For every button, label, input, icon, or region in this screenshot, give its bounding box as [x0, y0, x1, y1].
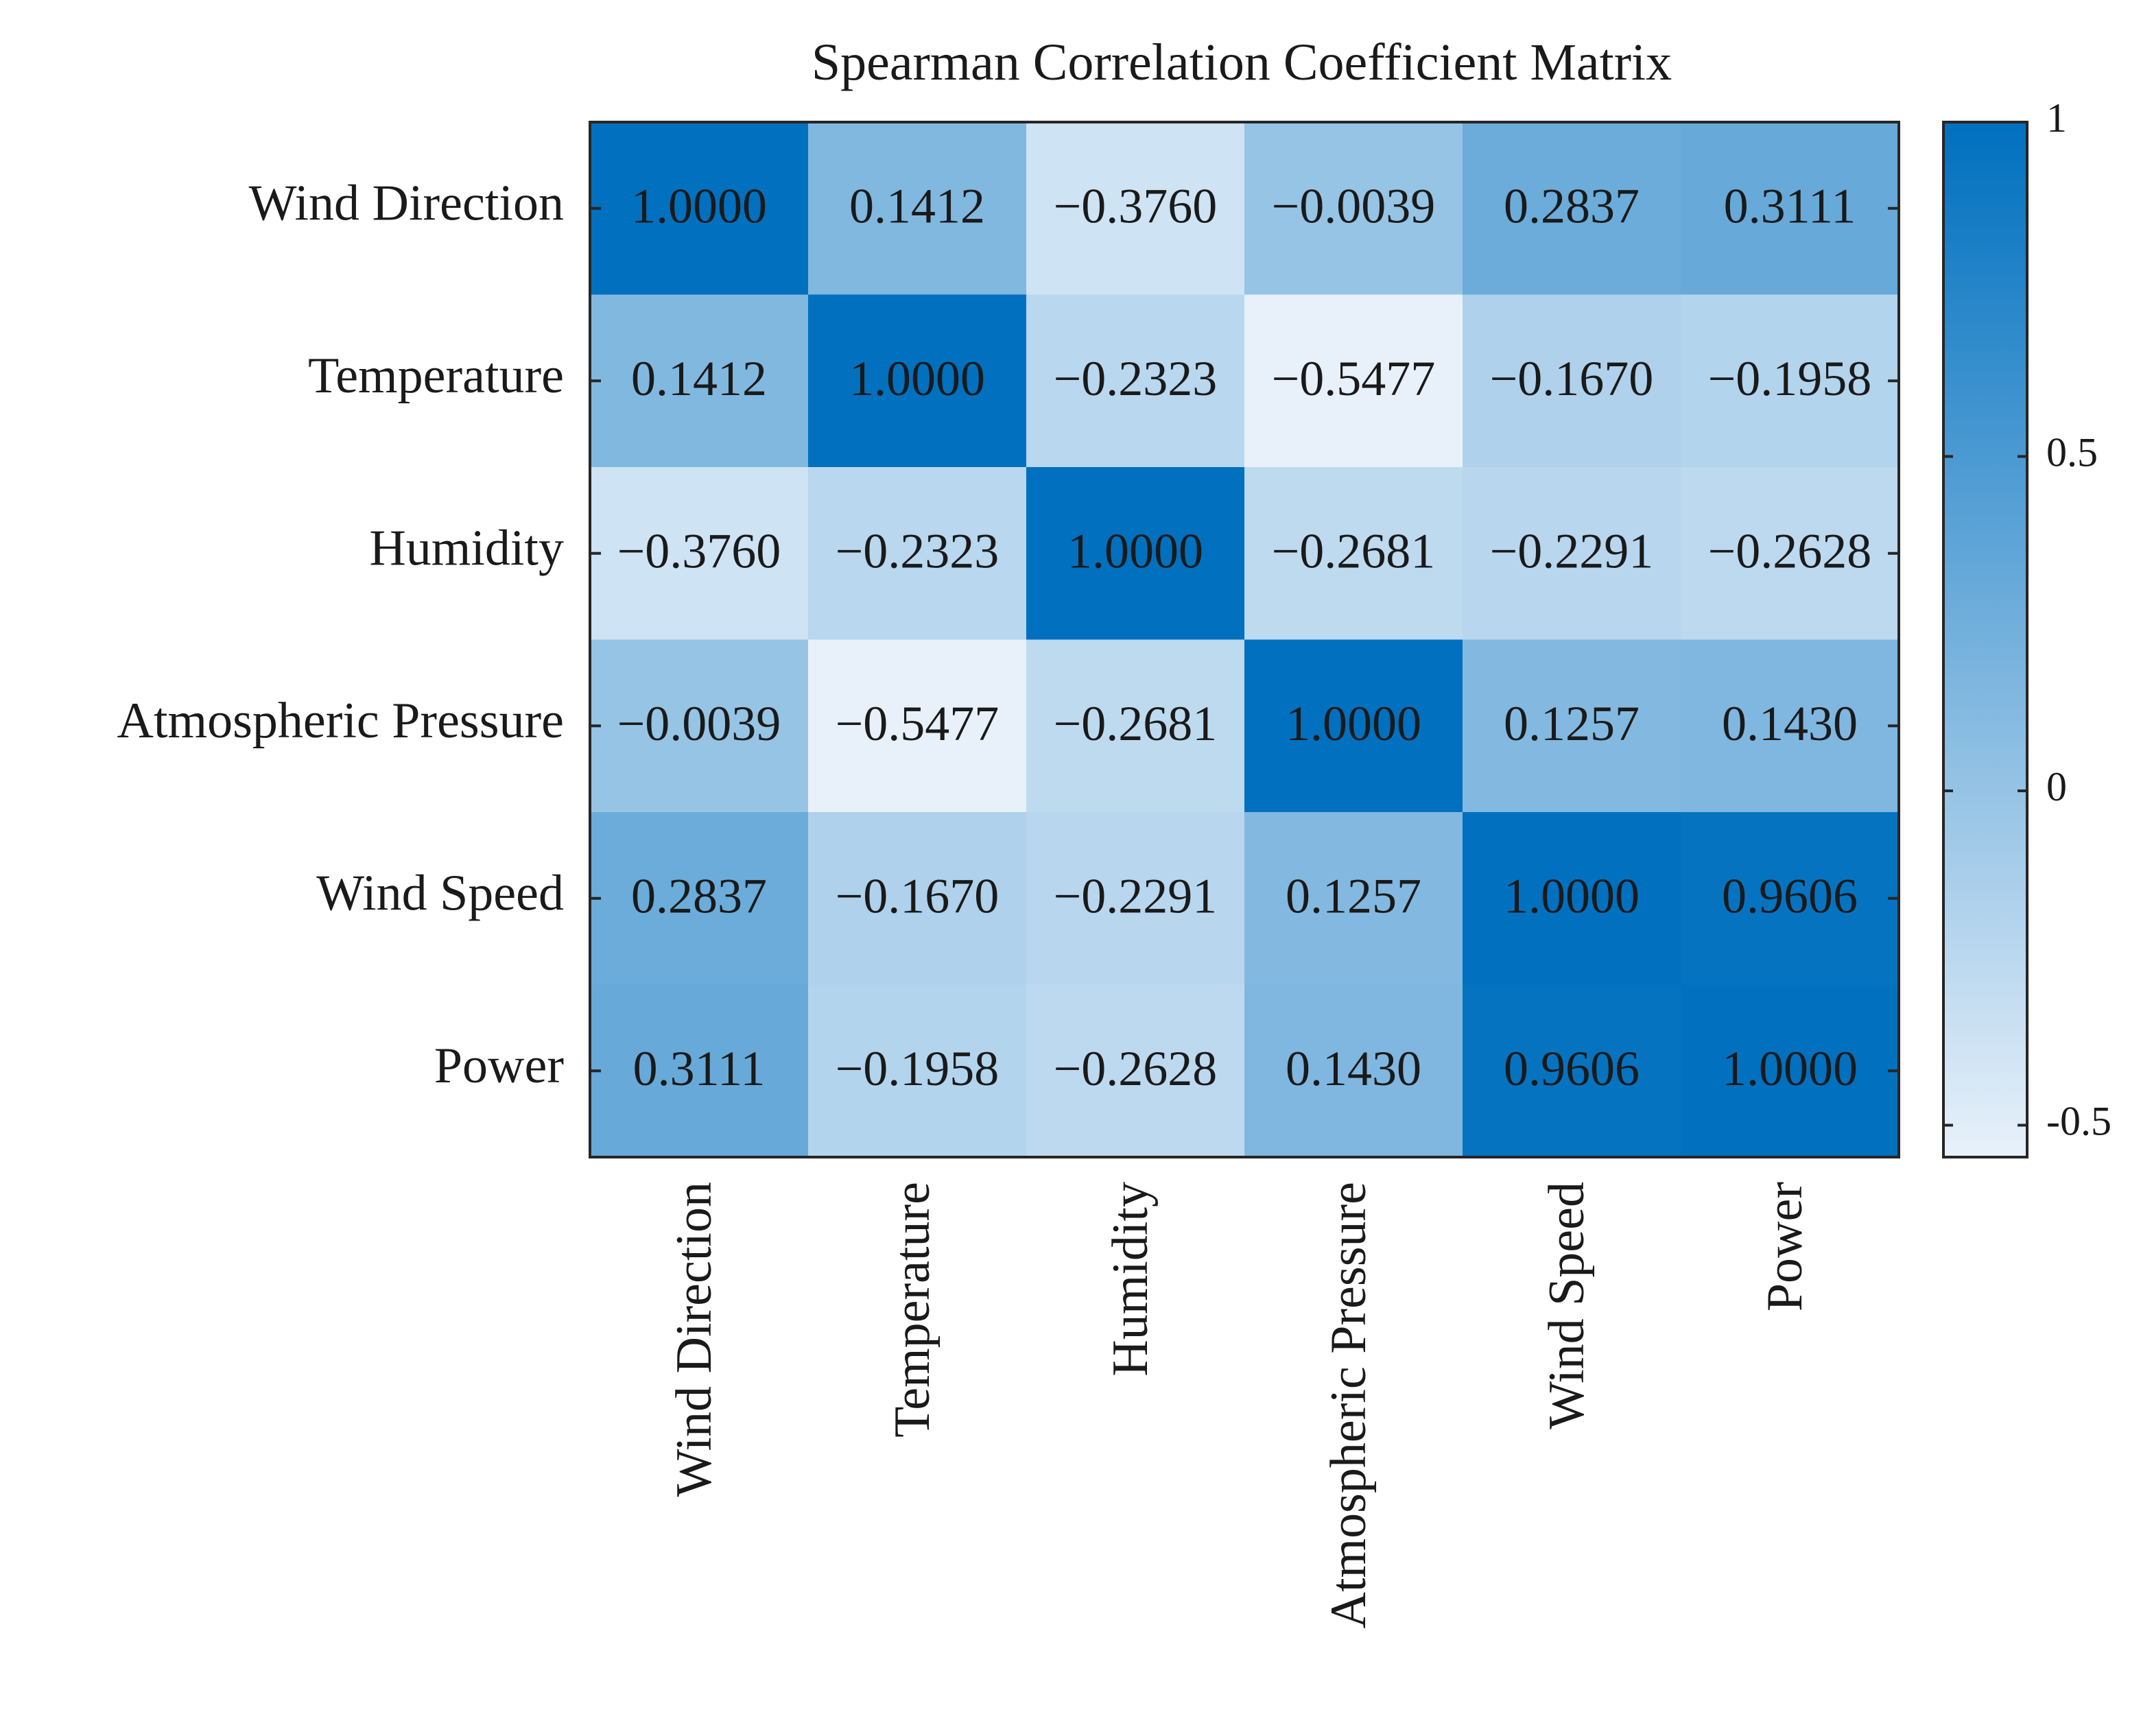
heatmap-cell	[1681, 122, 1900, 296]
heatmap-cell	[1681, 812, 1900, 986]
heatmap-cell	[1244, 812, 1463, 986]
row-tick-labels: Wind Direction Temperature Humidity Atmosph…	[117, 176, 1899, 1094]
cell-value-label: 0.1412	[849, 178, 985, 233]
cell-value-label: 1.0000	[1722, 1041, 1858, 1096]
colorbar-tick-label: 0	[2046, 764, 2067, 809]
heatmap-cell	[590, 984, 809, 1158]
heatmap-cell	[1244, 122, 1463, 296]
heatmap-cell	[808, 122, 1027, 296]
row-label: Power	[434, 1038, 564, 1094]
heatmap-value-labels: 1.0000 0.1412 −0.3760 −0.0039 0.2837 0.3111 0.…	[617, 178, 1872, 1096]
cell-value-label: −0.1958	[1708, 351, 1872, 406]
plot-frame	[589, 121, 1900, 1158]
heatmap-cell	[808, 812, 1027, 986]
cell-value-label: −0.1958	[836, 1041, 999, 1096]
cell-value-label: 0.2837	[1504, 178, 1640, 233]
cell-value-label: −0.2628	[1708, 523, 1872, 578]
cell-value-label: 0.2837	[631, 868, 767, 923]
cell-value-label: −0.0039	[1272, 178, 1436, 233]
cell-value-label: 0.1412	[631, 351, 767, 406]
row-label: Atmospheric Pressure	[117, 693, 564, 749]
cell-value-label: −0.3760	[1054, 178, 1218, 233]
heatmap-cell	[590, 639, 809, 813]
cell-value-label: −0.2323	[1054, 351, 1218, 406]
heatmap-cell	[590, 812, 809, 986]
column-label: Temperature	[884, 1182, 941, 1438]
heatmap-cells	[590, 122, 1900, 1158]
heatmap-cell	[1026, 639, 1245, 813]
row-label: Temperature	[308, 348, 564, 404]
heatmap-cell	[1244, 294, 1463, 468]
heatmap-cell	[1026, 467, 1245, 641]
cell-value-label: −0.2681	[1272, 523, 1436, 578]
colorbar	[1942, 121, 2028, 1158]
column-label: Power	[1757, 1182, 1813, 1311]
cell-value-label: 1.0000	[1504, 868, 1640, 923]
column-tick-labels: Wind Direction Temperature Humidity Atmosph…	[666, 1182, 1813, 1628]
heatmap-cell	[1244, 639, 1463, 813]
cell-value-label: 0.1430	[1722, 696, 1858, 751]
row-label: Wind Speed	[316, 866, 564, 922]
heatmap-cell	[808, 984, 1027, 1158]
colorbar-tick-label: 1	[2046, 95, 2067, 141]
cell-value-label: −0.2291	[1054, 868, 1218, 923]
cell-value-label: −0.2628	[1054, 1041, 1218, 1096]
cell-value-label: 0.3111	[633, 1041, 766, 1096]
heatmap-cell	[590, 122, 809, 296]
cell-value-label: −0.1670	[836, 868, 999, 923]
heatmap-cell	[1681, 984, 1900, 1158]
heatmap-cell	[1681, 467, 1900, 641]
cell-value-label: −0.2681	[1054, 696, 1218, 751]
heatmap-cell	[1026, 294, 1245, 468]
cell-value-label: 0.9606	[1722, 868, 1858, 923]
cell-value-label: −0.3760	[617, 523, 781, 578]
row-label: Wind Direction	[249, 176, 564, 232]
cell-value-label: −0.0039	[617, 696, 781, 751]
heatmap-cell	[590, 467, 809, 641]
heatmap-cell	[590, 294, 809, 468]
heatmap-cell	[1026, 984, 1245, 1158]
heatmap-cell	[808, 639, 1027, 813]
heatmap-cell	[1681, 294, 1900, 468]
cell-value-label: −0.1670	[1490, 351, 1654, 406]
heatmap-cell	[1681, 639, 1900, 813]
heatmap-cell	[1026, 812, 1245, 986]
cell-value-label: 1.0000	[849, 351, 985, 406]
cell-value-label: 0.1430	[1286, 1041, 1421, 1096]
heatmap-cell	[808, 294, 1027, 468]
heatmap-cell	[1244, 984, 1463, 1158]
heatmap-cell	[1463, 122, 1681, 296]
heatmap-cell	[1463, 467, 1681, 641]
column-label: Wind Speed	[1539, 1182, 1595, 1429]
cell-value-label: 0.3111	[1724, 178, 1856, 233]
heatmap-cell	[1463, 984, 1681, 1158]
cell-value-label: 1.0000	[1067, 523, 1203, 578]
colorbar-tick-label: -0.5	[2046, 1098, 2112, 1143]
cell-value-label: −0.5477	[1272, 351, 1436, 406]
column-label: Wind Direction	[666, 1182, 722, 1497]
heatmap-cell	[1026, 122, 1245, 296]
heatmap-cell	[1244, 467, 1463, 641]
cell-value-label: −0.2291	[1490, 523, 1654, 578]
heatmap-cell	[1463, 294, 1681, 468]
row-label: Humidity	[369, 521, 564, 577]
cell-value-label: 1.0000	[1286, 696, 1421, 751]
cell-value-label: −0.5477	[836, 696, 999, 751]
heatmap-cell	[1463, 639, 1681, 813]
column-label: Atmospheric Pressure	[1321, 1182, 1377, 1628]
cell-value-label: −0.2323	[836, 523, 999, 578]
chart-title: Spearman Correlation Coefficient Matrix	[812, 34, 1672, 91]
heatmap-cell	[808, 467, 1027, 641]
heatmap-cell	[1463, 812, 1681, 986]
colorbar-tick-label: 0.5	[2046, 429, 2098, 475]
cell-value-label: 1.0000	[631, 178, 767, 233]
colorbar-ticks: 1 0.5 0 -0.5	[1943, 95, 2112, 1143]
cell-value-label: 0.1257	[1504, 696, 1640, 751]
column-label: Humidity	[1102, 1182, 1159, 1377]
cell-value-label: 0.9606	[1504, 1041, 1640, 1096]
cell-value-label: 0.1257	[1286, 868, 1421, 923]
